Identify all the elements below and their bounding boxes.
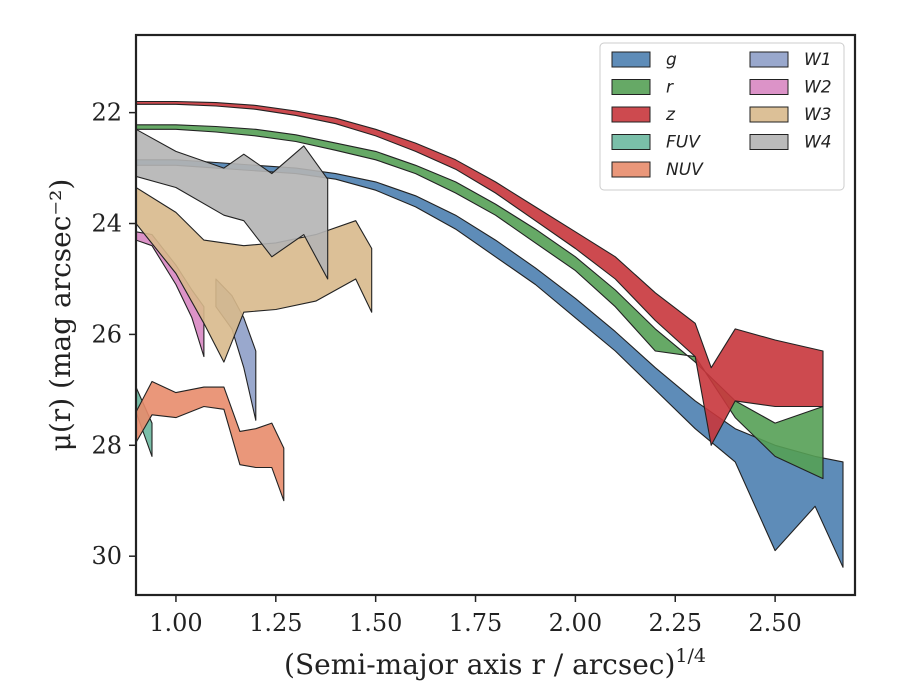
y-axis: 22 24 26 28 30 xyxy=(91,99,136,570)
legend-label-w4: W4 xyxy=(804,133,832,153)
legend-label-w2: W2 xyxy=(804,78,832,98)
legend-swatch-w1 xyxy=(749,51,789,68)
plot-frame xyxy=(134,33,857,597)
y-tick-label: 26 xyxy=(91,320,122,348)
x-tick-label: 2.00 xyxy=(549,609,602,637)
y-tick-label: 22 xyxy=(91,99,122,127)
band-g xyxy=(136,159,844,568)
y-axis-label: μ(r) (mag arcsec⁻²) xyxy=(44,179,77,452)
legend-label-g: g xyxy=(666,50,677,70)
legend-swatch-r xyxy=(611,79,651,95)
legend-label-w3: W3 xyxy=(804,105,832,125)
legend-swatch-fuv xyxy=(611,134,651,150)
legend-label-z: z xyxy=(665,105,676,125)
legend-label-r: r xyxy=(666,78,674,98)
band-w3 xyxy=(136,186,373,363)
band-z xyxy=(136,100,824,446)
legend-swatch-w2 xyxy=(749,79,789,95)
y-tick-label: 24 xyxy=(91,210,122,238)
legend-swatch-z xyxy=(611,106,651,123)
legend-label-w1: W1 xyxy=(804,50,832,70)
band-r xyxy=(136,124,824,480)
y-tick-label: 28 xyxy=(91,431,122,459)
legend-swatch-g xyxy=(611,51,651,68)
legend-swatch-nuv xyxy=(611,161,651,178)
x-tick-label: 1.50 xyxy=(349,609,402,637)
y-tick-label: 30 xyxy=(91,542,122,570)
band-w4 xyxy=(136,128,329,280)
x-axis-label: (Semi-major axis r / arcsec)1/4 xyxy=(284,645,706,681)
x-tick-label: 2.50 xyxy=(748,609,801,637)
band-nuv xyxy=(136,380,285,502)
x-tick-label: 1.75 xyxy=(449,609,502,637)
legend-swatch-w3 xyxy=(749,106,789,123)
x-axis: 1.00 1.25 1.50 1.75 2.00 2.25 2.50 xyxy=(149,595,802,637)
legend-swatch-w4 xyxy=(749,134,789,150)
legend: grz FUV NUV W1 W2 W3 W4 xyxy=(599,42,845,191)
plot-area xyxy=(136,100,844,568)
legend-label-nuv: NUV xyxy=(666,160,704,180)
x-tick-label: 2.25 xyxy=(649,609,702,637)
x-tick-label: 1.00 xyxy=(149,609,202,637)
x-tick-label: 1.25 xyxy=(249,609,302,637)
legend-label-fuv: FUV xyxy=(666,133,701,153)
